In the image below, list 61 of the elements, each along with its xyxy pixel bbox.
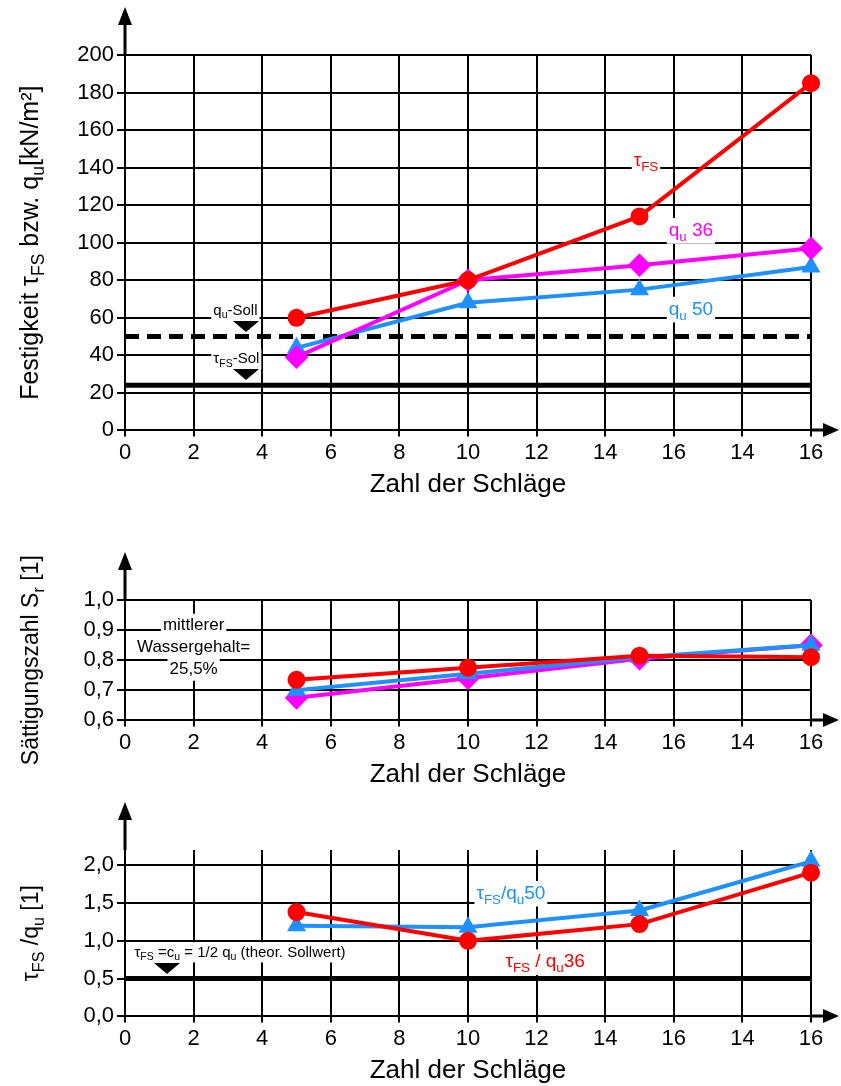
y-tick-label: 1,5 — [83, 889, 114, 915]
y-tick-label: 100 — [77, 228, 114, 254]
y-tick-label: 200 — [77, 41, 114, 67]
x-tick-label: 6 — [324, 438, 337, 464]
y-tick-label: 0,8 — [83, 646, 114, 672]
y-axis-title: Sättigungszahl Sr [1] — [17, 555, 47, 766]
x-tick-label: 8 — [393, 438, 406, 464]
x-tick-label: 2 — [187, 728, 200, 754]
y-tick-label: 2,0 — [83, 851, 114, 877]
x-tick-label: 4 — [256, 438, 269, 464]
x-tick-label: 14 — [730, 438, 755, 464]
x-tick-label: 0 — [118, 1024, 132, 1050]
x-tick-label: 0 — [118, 728, 132, 754]
x-tick-label: 10 — [455, 438, 481, 464]
y-tick-label: 40 — [89, 341, 114, 367]
x-tick-label: 16 — [798, 728, 824, 754]
y-tick-label: 20 — [89, 378, 114, 404]
x-tick-label: 2 — [187, 438, 200, 464]
y-tick-label: 120 — [77, 191, 114, 217]
x-tick-label: 6 — [324, 1024, 337, 1050]
x-tick-label: 10 — [455, 1024, 481, 1050]
x-tick-label: 14 — [730, 728, 755, 754]
y-tick-label: 0,6 — [83, 706, 114, 732]
x-tick-label: 6 — [324, 728, 337, 754]
x-tick-label: 4 — [256, 728, 269, 754]
x-tick-label: 16 — [661, 1024, 687, 1050]
x-tick-label: 14 — [592, 1024, 618, 1050]
y-tick-label: 0,0 — [83, 1002, 114, 1028]
x-tick-label: 10 — [455, 728, 481, 754]
x-tick-label: 16 — [661, 728, 687, 754]
y-tick-label: 80 — [89, 266, 114, 292]
x-tick-label: 12 — [524, 1024, 549, 1050]
annotation: mittlerer Wassergehalt= 25,5% — [136, 615, 251, 678]
x-tick-label: 2 — [187, 1024, 200, 1050]
x-tick-label: 16 — [798, 438, 824, 464]
x-tick-label: 4 — [256, 1024, 269, 1050]
x-tick-label: 12 — [524, 438, 549, 464]
y-tick-label: 180 — [77, 78, 114, 104]
x-axis-title: Zahl der Schläge — [369, 757, 567, 788]
x-tick-label: 8 — [393, 728, 406, 754]
y-tick-label: 140 — [77, 153, 114, 179]
x-axis-title: Zahl der Schläge — [369, 1053, 567, 1084]
y-tick-label: 1,0 — [83, 926, 114, 952]
y-axis-title: Festigkeit τFS bzw. qu[kN/m²] — [15, 85, 49, 400]
x-tick-label: 12 — [524, 728, 549, 754]
x-tick-label: 14 — [592, 438, 618, 464]
y-tick-label: 160 — [77, 116, 114, 142]
y-axis-title: τFS /qu [1] — [17, 885, 47, 982]
y-tick-label: 0 — [101, 416, 114, 442]
y-tick-label: 0,9 — [83, 616, 114, 642]
x-tick-label: 14 — [730, 1024, 755, 1050]
y-tick-label: 0,7 — [83, 676, 114, 702]
x-axis-title: Zahl der Schläge — [369, 467, 567, 498]
x-tick-label: 16 — [798, 1024, 824, 1050]
y-tick-label: 1,0 — [83, 586, 114, 612]
x-tick-label: 0 — [118, 438, 132, 464]
x-tick-label: 8 — [393, 1024, 406, 1050]
y-tick-label: 0,5 — [83, 964, 114, 990]
x-tick-label: 14 — [592, 728, 618, 754]
y-tick-label: 60 — [89, 303, 114, 329]
x-tick-label: 16 — [661, 438, 687, 464]
